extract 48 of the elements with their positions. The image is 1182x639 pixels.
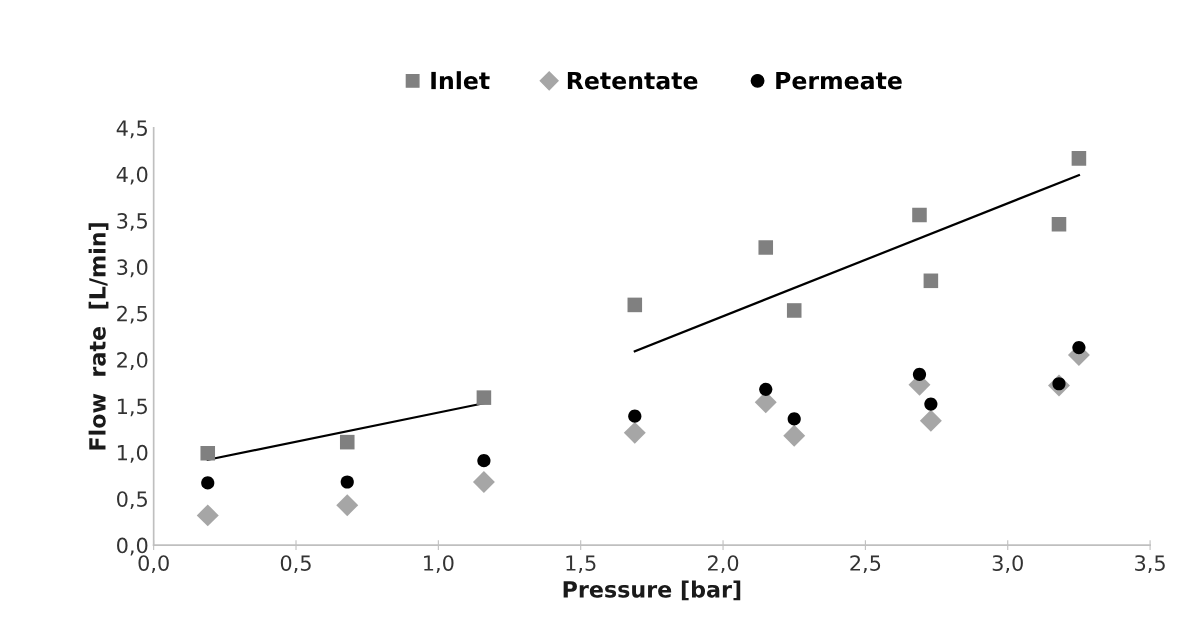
x-tick-label: 0,5 — [280, 555, 311, 574]
x-tick-label: 0,0 — [138, 555, 169, 574]
point — [759, 382, 773, 396]
point — [476, 390, 492, 405]
y-tick-label: 0,0 — [117, 537, 148, 556]
y-tick-label: 4,5 — [116, 120, 147, 139]
point — [912, 207, 927, 223]
x-tick-label: 2,5 — [850, 555, 881, 574]
point — [201, 476, 215, 490]
point — [1071, 151, 1087, 166]
y-tick-label: 0,5 — [117, 491, 147, 510]
y-tick-label: 3,0 — [117, 259, 148, 278]
point — [912, 367, 927, 382]
point — [623, 421, 646, 444]
y-tick-label: 2,0 — [117, 352, 148, 370]
point — [919, 409, 942, 432]
point — [783, 424, 806, 447]
x-tick-label: 3,0 — [992, 555, 1023, 574]
point — [477, 454, 491, 468]
x-axis-title: Pressure [bar] — [563, 580, 741, 601]
legend-label: Permeate — [776, 71, 902, 90]
point — [339, 434, 355, 450]
point — [923, 273, 939, 289]
y-tick-label: 1,5 — [117, 398, 147, 417]
point — [924, 397, 938, 411]
point — [1072, 340, 1086, 355]
legend-label: Inlet — [431, 71, 490, 90]
legend-label: Retentate — [567, 71, 698, 90]
y-tick-label: 3,5 — [117, 212, 147, 231]
point — [472, 471, 495, 493]
point — [628, 409, 642, 423]
point — [787, 412, 801, 426]
point — [196, 504, 219, 527]
point — [336, 494, 359, 517]
point — [200, 445, 216, 461]
y-tick-label: 1,0 — [117, 444, 148, 463]
point — [758, 240, 774, 255]
point — [340, 475, 354, 489]
x-tick-label: 2,0 — [708, 555, 739, 574]
y-tick-label: 4,0 — [116, 166, 148, 185]
x-tick-label: 3,5 — [1135, 555, 1165, 574]
point — [786, 303, 802, 318]
x-tick-label: 1,0 — [424, 555, 454, 574]
point — [1051, 216, 1067, 232]
x-tick-label: 1,5 — [566, 555, 596, 574]
point — [627, 297, 643, 313]
y-tick-label: 2,5 — [117, 305, 147, 324]
y-axis-title: Flow rate [L/min] — [88, 223, 109, 450]
